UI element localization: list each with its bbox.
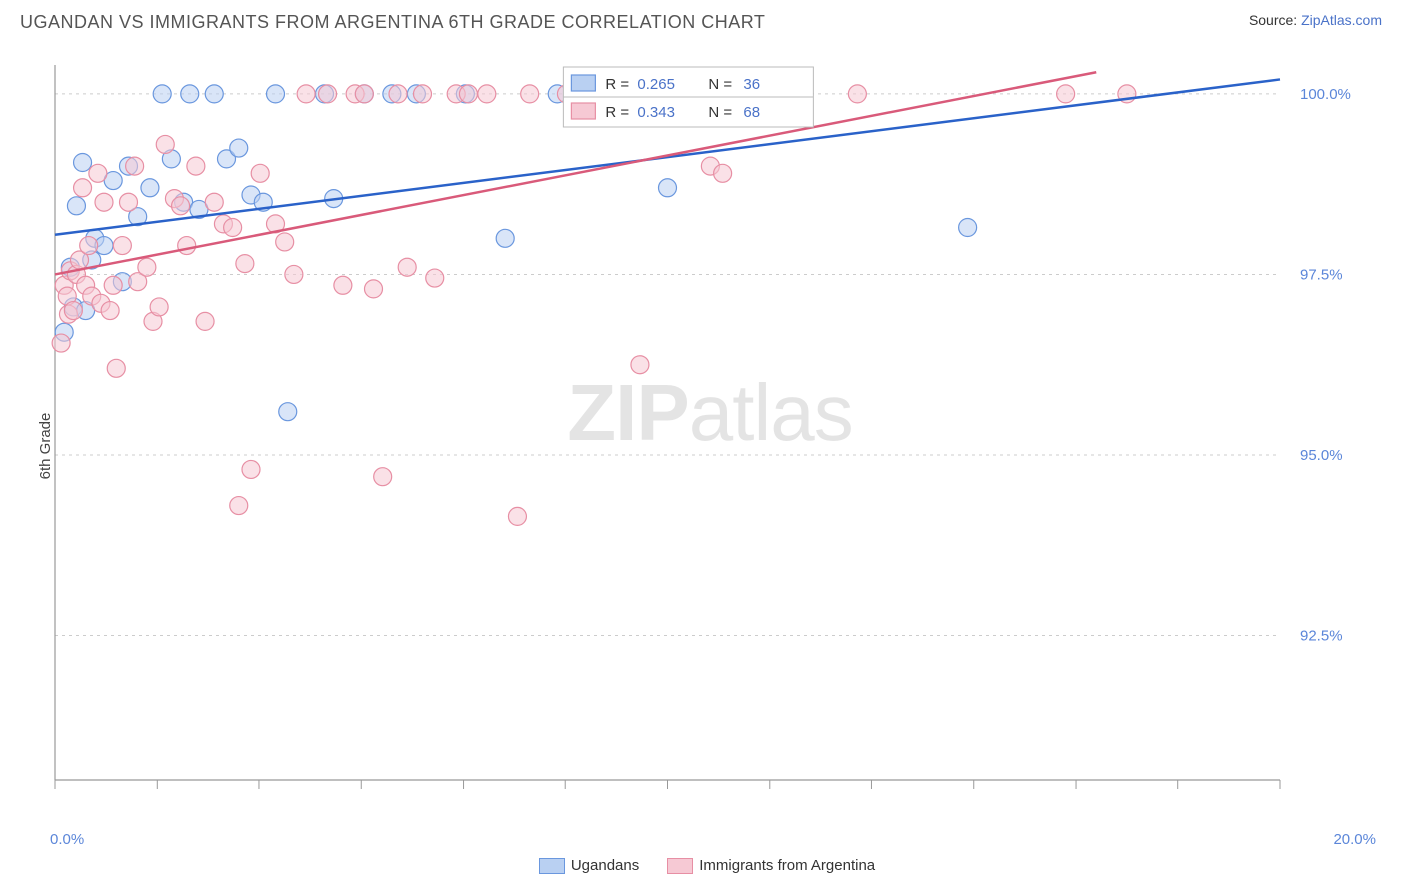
data-point [95,193,113,211]
data-point [279,403,297,421]
svg-text:N =: N = [708,76,732,93]
svg-text:R =: R = [605,104,629,121]
data-point [107,359,125,377]
y-tick-label: 95.0% [1300,447,1343,464]
data-point [236,255,254,273]
chart-title: UGANDAN VS IMMIGRANTS FROM ARGENTINA 6TH… [20,12,765,33]
data-point [205,85,223,103]
legend-label: Immigrants from Argentina [699,857,875,874]
correlation-legend: R = 0.265 N = 36 R = 0.343 N = 68 [563,67,813,127]
svg-text:36: 36 [743,76,760,93]
data-point [521,85,539,103]
data-point [156,135,174,153]
data-point [319,85,337,103]
svg-text:0.265: 0.265 [637,76,675,93]
svg-text:0.343: 0.343 [637,104,675,121]
svg-text:R =: R = [605,76,629,93]
data-point [334,276,352,294]
data-point [187,157,205,175]
x-axis-min-label: 0.0% [50,831,84,848]
data-point [120,193,138,211]
data-point [178,237,196,255]
y-tick-label: 97.5% [1300,266,1343,283]
data-point [848,85,866,103]
legend-swatch [667,858,693,874]
data-point [365,280,383,298]
data-point [113,237,131,255]
data-point [67,197,85,215]
data-point [508,507,526,525]
data-point [172,197,190,215]
data-point [230,139,248,157]
y-tick-label: 100.0% [1300,86,1351,103]
data-point [398,258,416,276]
data-point [631,356,649,374]
data-point [1057,85,1075,103]
y-tick-label: 92.5% [1300,628,1343,645]
legend-label: Ugandans [571,857,639,874]
source-attribution: Source: ZipAtlas.com [1249,12,1382,28]
data-point [74,179,92,197]
data-point [355,85,373,103]
data-point [285,265,303,283]
data-point [714,164,732,182]
data-point [141,179,159,197]
data-point [230,497,248,515]
source-prefix: Source: [1249,12,1301,28]
data-point [659,179,677,197]
data-point [126,157,144,175]
chart-area: 92.5% 95.0% 97.5% 100.0% R = 0.265 N = 36 R = 0.3… [50,55,1370,800]
data-point [64,302,82,320]
data-point [959,219,977,237]
data-point [181,85,199,103]
data-point [138,258,156,276]
data-point [74,154,92,172]
data-point [205,193,223,211]
data-point [150,298,168,316]
data-point [224,219,242,237]
data-point [496,229,514,247]
data-point [242,460,260,478]
data-point [89,164,107,182]
data-point [374,468,392,486]
bottom-legend: Ugandans Immigrants from Argentina [0,857,1406,874]
data-point [196,312,214,330]
svg-text:68: 68 [743,104,760,121]
data-point [80,237,98,255]
data-point [267,85,285,103]
data-point [276,233,294,251]
data-point [153,85,171,103]
data-point [459,85,477,103]
x-axis-max-label: 20.0% [1333,831,1376,848]
data-point [101,302,119,320]
data-point [478,85,496,103]
data-point [251,164,269,182]
data-point [414,85,432,103]
scatter-plot: 92.5% 95.0% 97.5% 100.0% R = 0.265 N = 36 R = 0.3… [50,55,1370,800]
data-point [426,269,444,287]
legend-swatch [539,858,565,874]
data-point [297,85,315,103]
data-point [104,276,122,294]
svg-text:N =: N = [708,104,732,121]
data-point [389,85,407,103]
data-point [52,334,70,352]
source-link[interactable]: ZipAtlas.com [1301,12,1382,28]
